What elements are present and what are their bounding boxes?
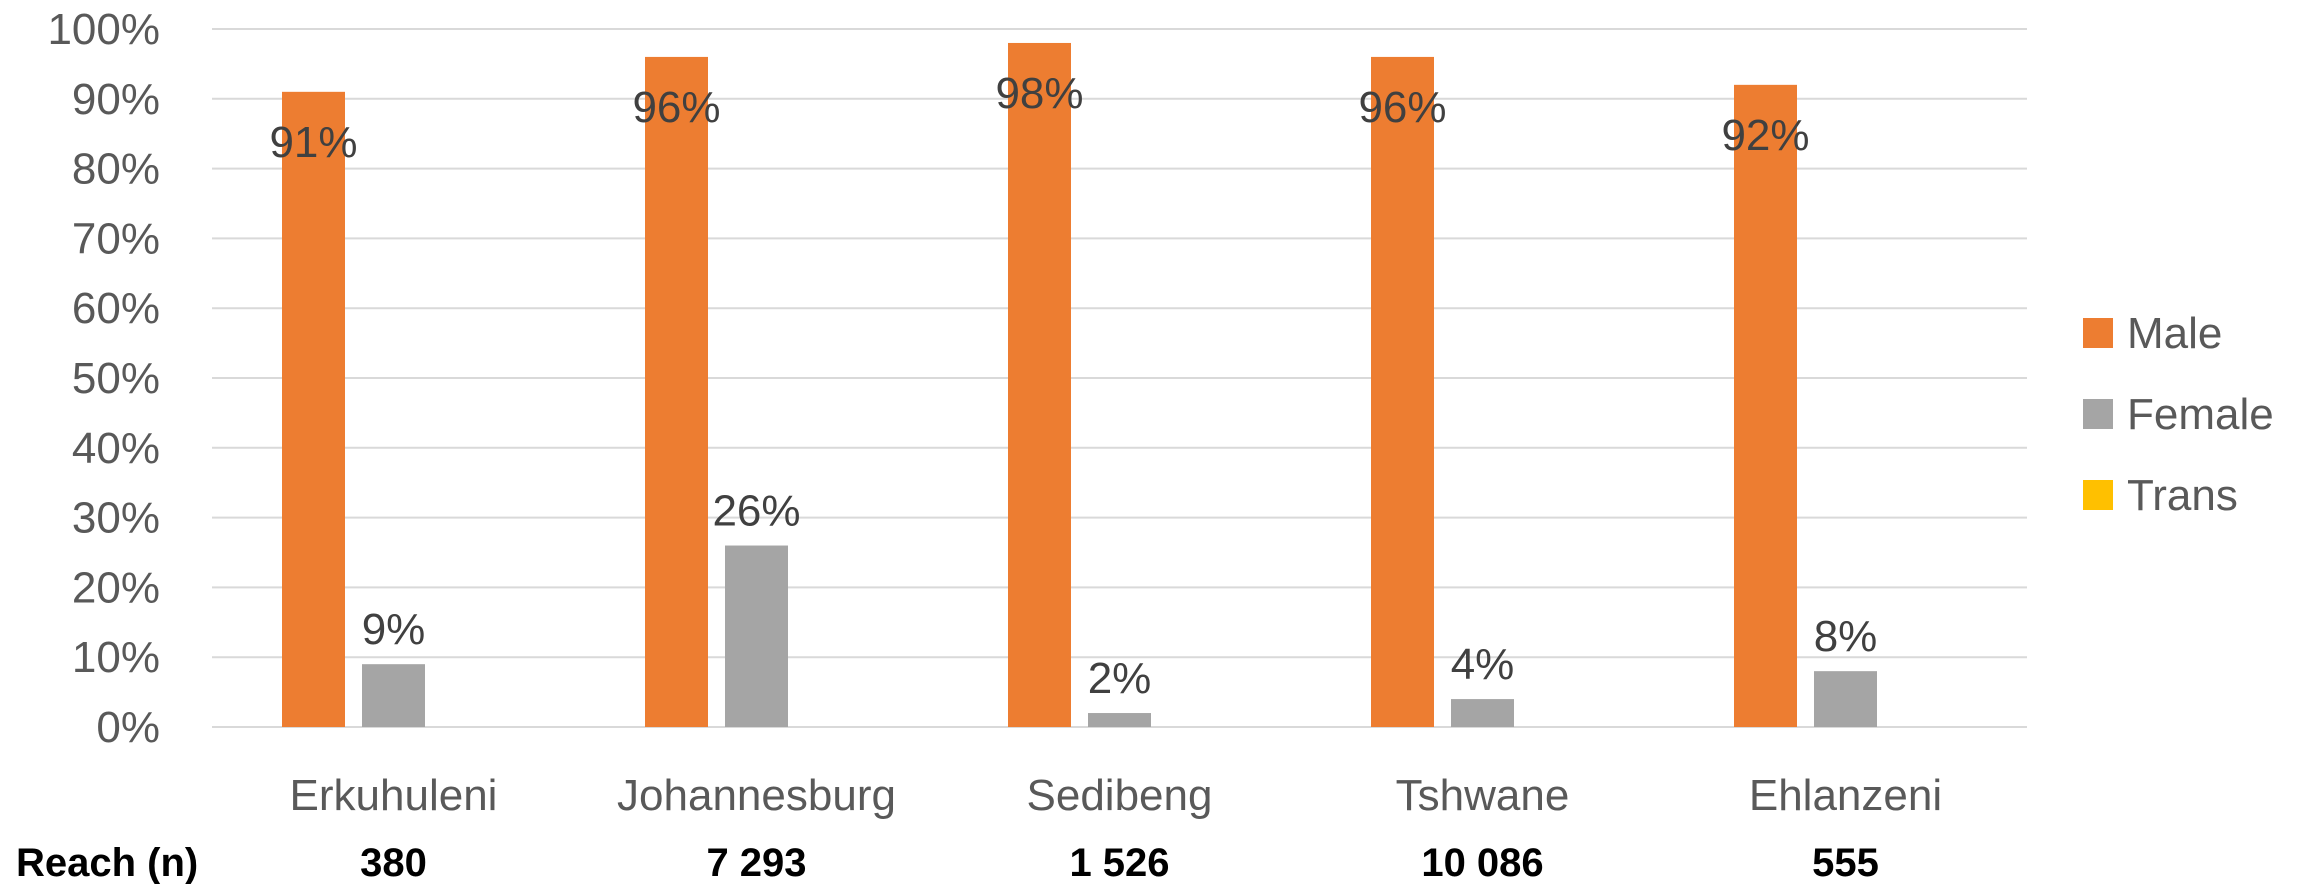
category-label: Johannesburg	[617, 771, 896, 820]
y-tick-label: 0%	[96, 703, 160, 752]
reach-value: 380	[360, 841, 427, 884]
y-tick-label: 30%	[72, 494, 160, 543]
bar-female	[725, 545, 788, 727]
legend-label-trans: Trans	[2127, 471, 2238, 520]
y-tick-label: 80%	[72, 145, 160, 194]
y-tick-label: 100%	[47, 5, 160, 54]
bar-female	[1088, 713, 1151, 727]
y-axis-ticks: 0% 10% 20% 30% 40% 50% 60% 70% 80% 90% 100%	[47, 5, 160, 752]
category-label: Sedibeng	[1027, 771, 1213, 820]
data-label-male: 92%	[1721, 111, 1809, 160]
bars	[282, 42, 1877, 728]
data-label-female: 9%	[362, 605, 426, 654]
category-label: Tshwane	[1396, 771, 1570, 820]
x-axis-categories: Erkuhuleni Johannesburg Sedibeng Tshwane Ehl…	[290, 771, 1943, 820]
legend-swatch-male	[2083, 318, 2113, 348]
legend-label-male: Male	[2127, 309, 2222, 358]
y-tick-label: 70%	[72, 214, 160, 263]
data-label-male: 96%	[632, 83, 720, 132]
bar-male	[645, 56, 708, 728]
reach-title: Reach (n)	[16, 841, 198, 884]
data-label-female: 2%	[1088, 654, 1152, 703]
category-label: Ehlanzeni	[1749, 771, 1942, 820]
legend-label-female: Female	[2127, 390, 2274, 439]
y-tick-label: 50%	[72, 354, 160, 403]
data-label-male: 91%	[269, 118, 357, 167]
bar-male	[1371, 56, 1434, 728]
reach-value: 555	[1812, 841, 1879, 884]
reach-value: 7 293	[706, 841, 806, 884]
data-label-male: 98%	[995, 69, 1083, 118]
data-label-female: 8%	[1814, 612, 1878, 661]
y-tick-label: 10%	[72, 633, 160, 682]
category-label: Erkuhuleni	[290, 771, 498, 820]
bar-female	[1814, 671, 1877, 727]
legend-swatch-female	[2083, 399, 2113, 429]
y-tick-label: 40%	[72, 424, 160, 473]
reach-value: 1 526	[1069, 841, 1169, 884]
reach-row: Reach (n) 380 7 293 1 526 10 086 555	[16, 841, 1879, 884]
legend-swatch-trans	[2083, 480, 2113, 510]
data-label-female: 26%	[712, 487, 800, 536]
data-label-male: 96%	[1358, 83, 1446, 132]
bar-male	[1008, 42, 1071, 727]
y-tick-label: 60%	[72, 284, 160, 333]
legend: Male Female Trans	[2083, 309, 2274, 520]
bar-male	[282, 91, 345, 727]
bar-female	[1451, 699, 1514, 727]
reach-value: 10 086	[1421, 841, 1543, 884]
data-label-female: 4%	[1451, 640, 1515, 689]
bar-female	[362, 664, 425, 727]
y-tick-label: 20%	[72, 563, 160, 612]
bar-male	[1734, 84, 1797, 728]
gridlines	[212, 28, 2027, 728]
data-labels: 91% 9% 96% 26% 98% 2% 96% 4% 92% 8%	[269, 69, 1877, 703]
y-tick-label: 90%	[72, 75, 160, 124]
